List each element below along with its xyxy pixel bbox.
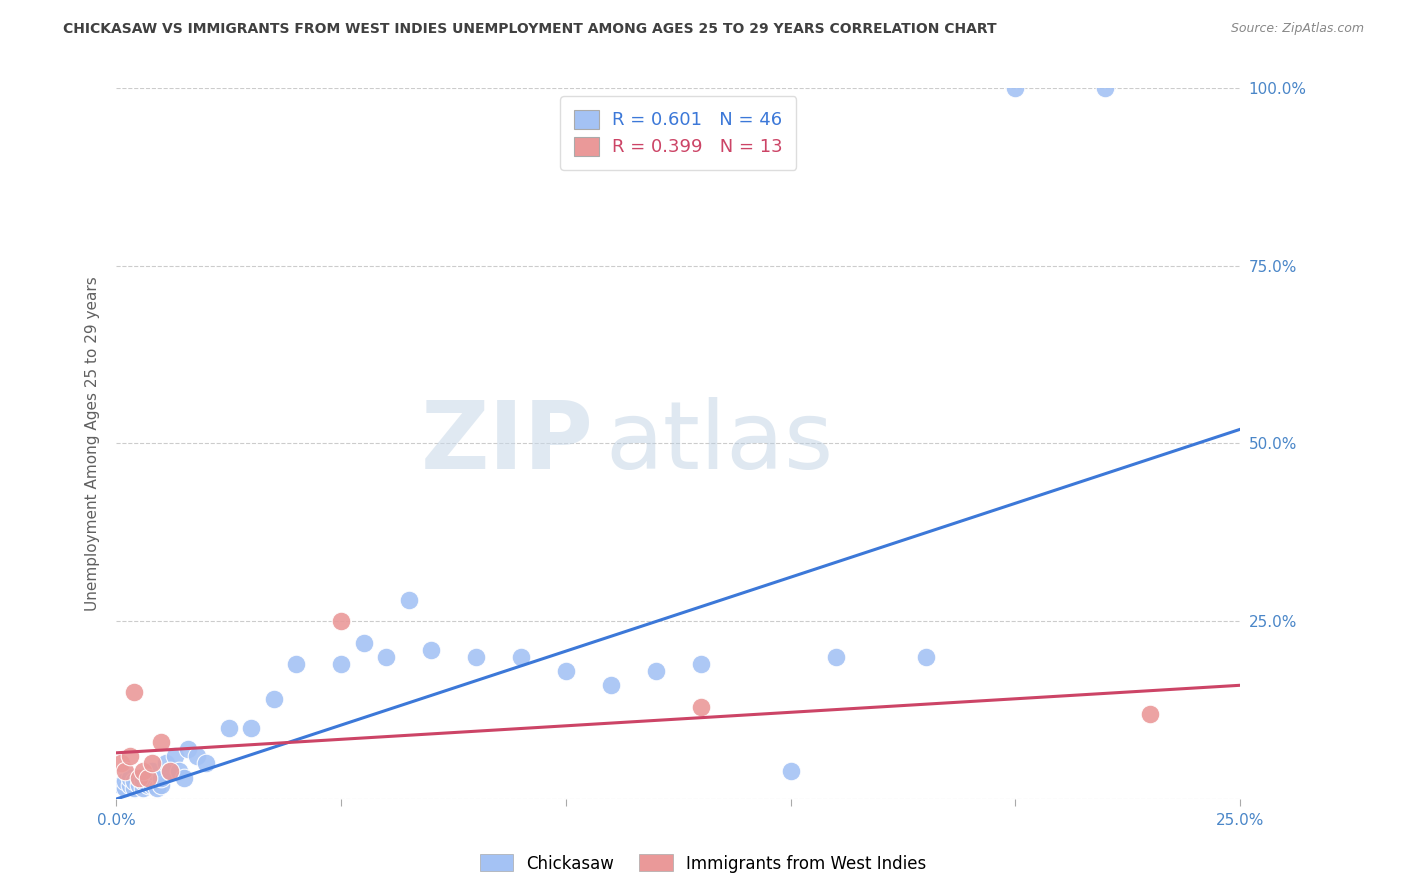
Point	[110, 778, 132, 792]
Point	[110, 756, 132, 771]
Text: CHICKASAW VS IMMIGRANTS FROM WEST INDIES UNEMPLOYMENT AMONG AGES 25 TO 29 YEARS : CHICKASAW VS IMMIGRANTS FROM WEST INDIES…	[63, 22, 997, 37]
Point	[420, 642, 443, 657]
Point	[159, 764, 181, 778]
Point	[510, 649, 533, 664]
Point	[114, 764, 136, 778]
Point	[173, 771, 195, 785]
Point	[1139, 706, 1161, 721]
Point	[285, 657, 308, 671]
Point	[263, 692, 285, 706]
Point	[136, 771, 159, 785]
Point	[195, 756, 218, 771]
Point	[375, 649, 398, 664]
Point	[914, 649, 936, 664]
Point	[114, 781, 136, 796]
Point	[128, 771, 150, 785]
Text: Source: ZipAtlas.com: Source: ZipAtlas.com	[1230, 22, 1364, 36]
Point	[159, 764, 181, 778]
Point	[118, 749, 141, 764]
Point	[136, 771, 159, 785]
Point	[240, 721, 263, 735]
Point	[689, 657, 711, 671]
Legend: R = 0.601   N = 46, R = 0.399   N = 13: R = 0.601 N = 46, R = 0.399 N = 13	[561, 96, 796, 169]
Point	[141, 778, 163, 792]
Point	[218, 721, 240, 735]
Point	[128, 778, 150, 792]
Point	[599, 678, 621, 692]
Point	[1004, 81, 1026, 95]
Point	[353, 635, 375, 649]
Point	[128, 771, 150, 785]
Point	[114, 774, 136, 789]
Legend: Chickasaw, Immigrants from West Indies: Chickasaw, Immigrants from West Indies	[472, 847, 934, 880]
Point	[155, 756, 177, 771]
Point	[167, 764, 190, 778]
Point	[398, 593, 420, 607]
Point	[186, 749, 208, 764]
Point	[1094, 81, 1116, 95]
Point	[465, 649, 488, 664]
Point	[150, 735, 173, 749]
Point	[150, 778, 173, 792]
Point	[141, 756, 163, 771]
Y-axis label: Unemployment Among Ages 25 to 29 years: Unemployment Among Ages 25 to 29 years	[86, 277, 100, 611]
Point	[824, 649, 846, 664]
Point	[118, 778, 141, 792]
Point	[644, 664, 666, 678]
Point	[132, 764, 155, 778]
Point	[136, 778, 159, 792]
Text: atlas: atlas	[605, 398, 834, 490]
Point	[122, 774, 145, 789]
Point	[689, 699, 711, 714]
Point	[330, 614, 353, 628]
Point	[163, 749, 186, 764]
Point	[779, 764, 801, 778]
Point	[132, 781, 155, 796]
Point	[132, 774, 155, 789]
Point	[118, 771, 141, 785]
Point	[122, 781, 145, 796]
Point	[150, 771, 173, 785]
Point	[330, 657, 353, 671]
Point	[145, 781, 167, 796]
Point	[141, 764, 163, 778]
Point	[122, 685, 145, 699]
Text: ZIP: ZIP	[422, 398, 593, 490]
Point	[554, 664, 576, 678]
Point	[177, 742, 200, 756]
